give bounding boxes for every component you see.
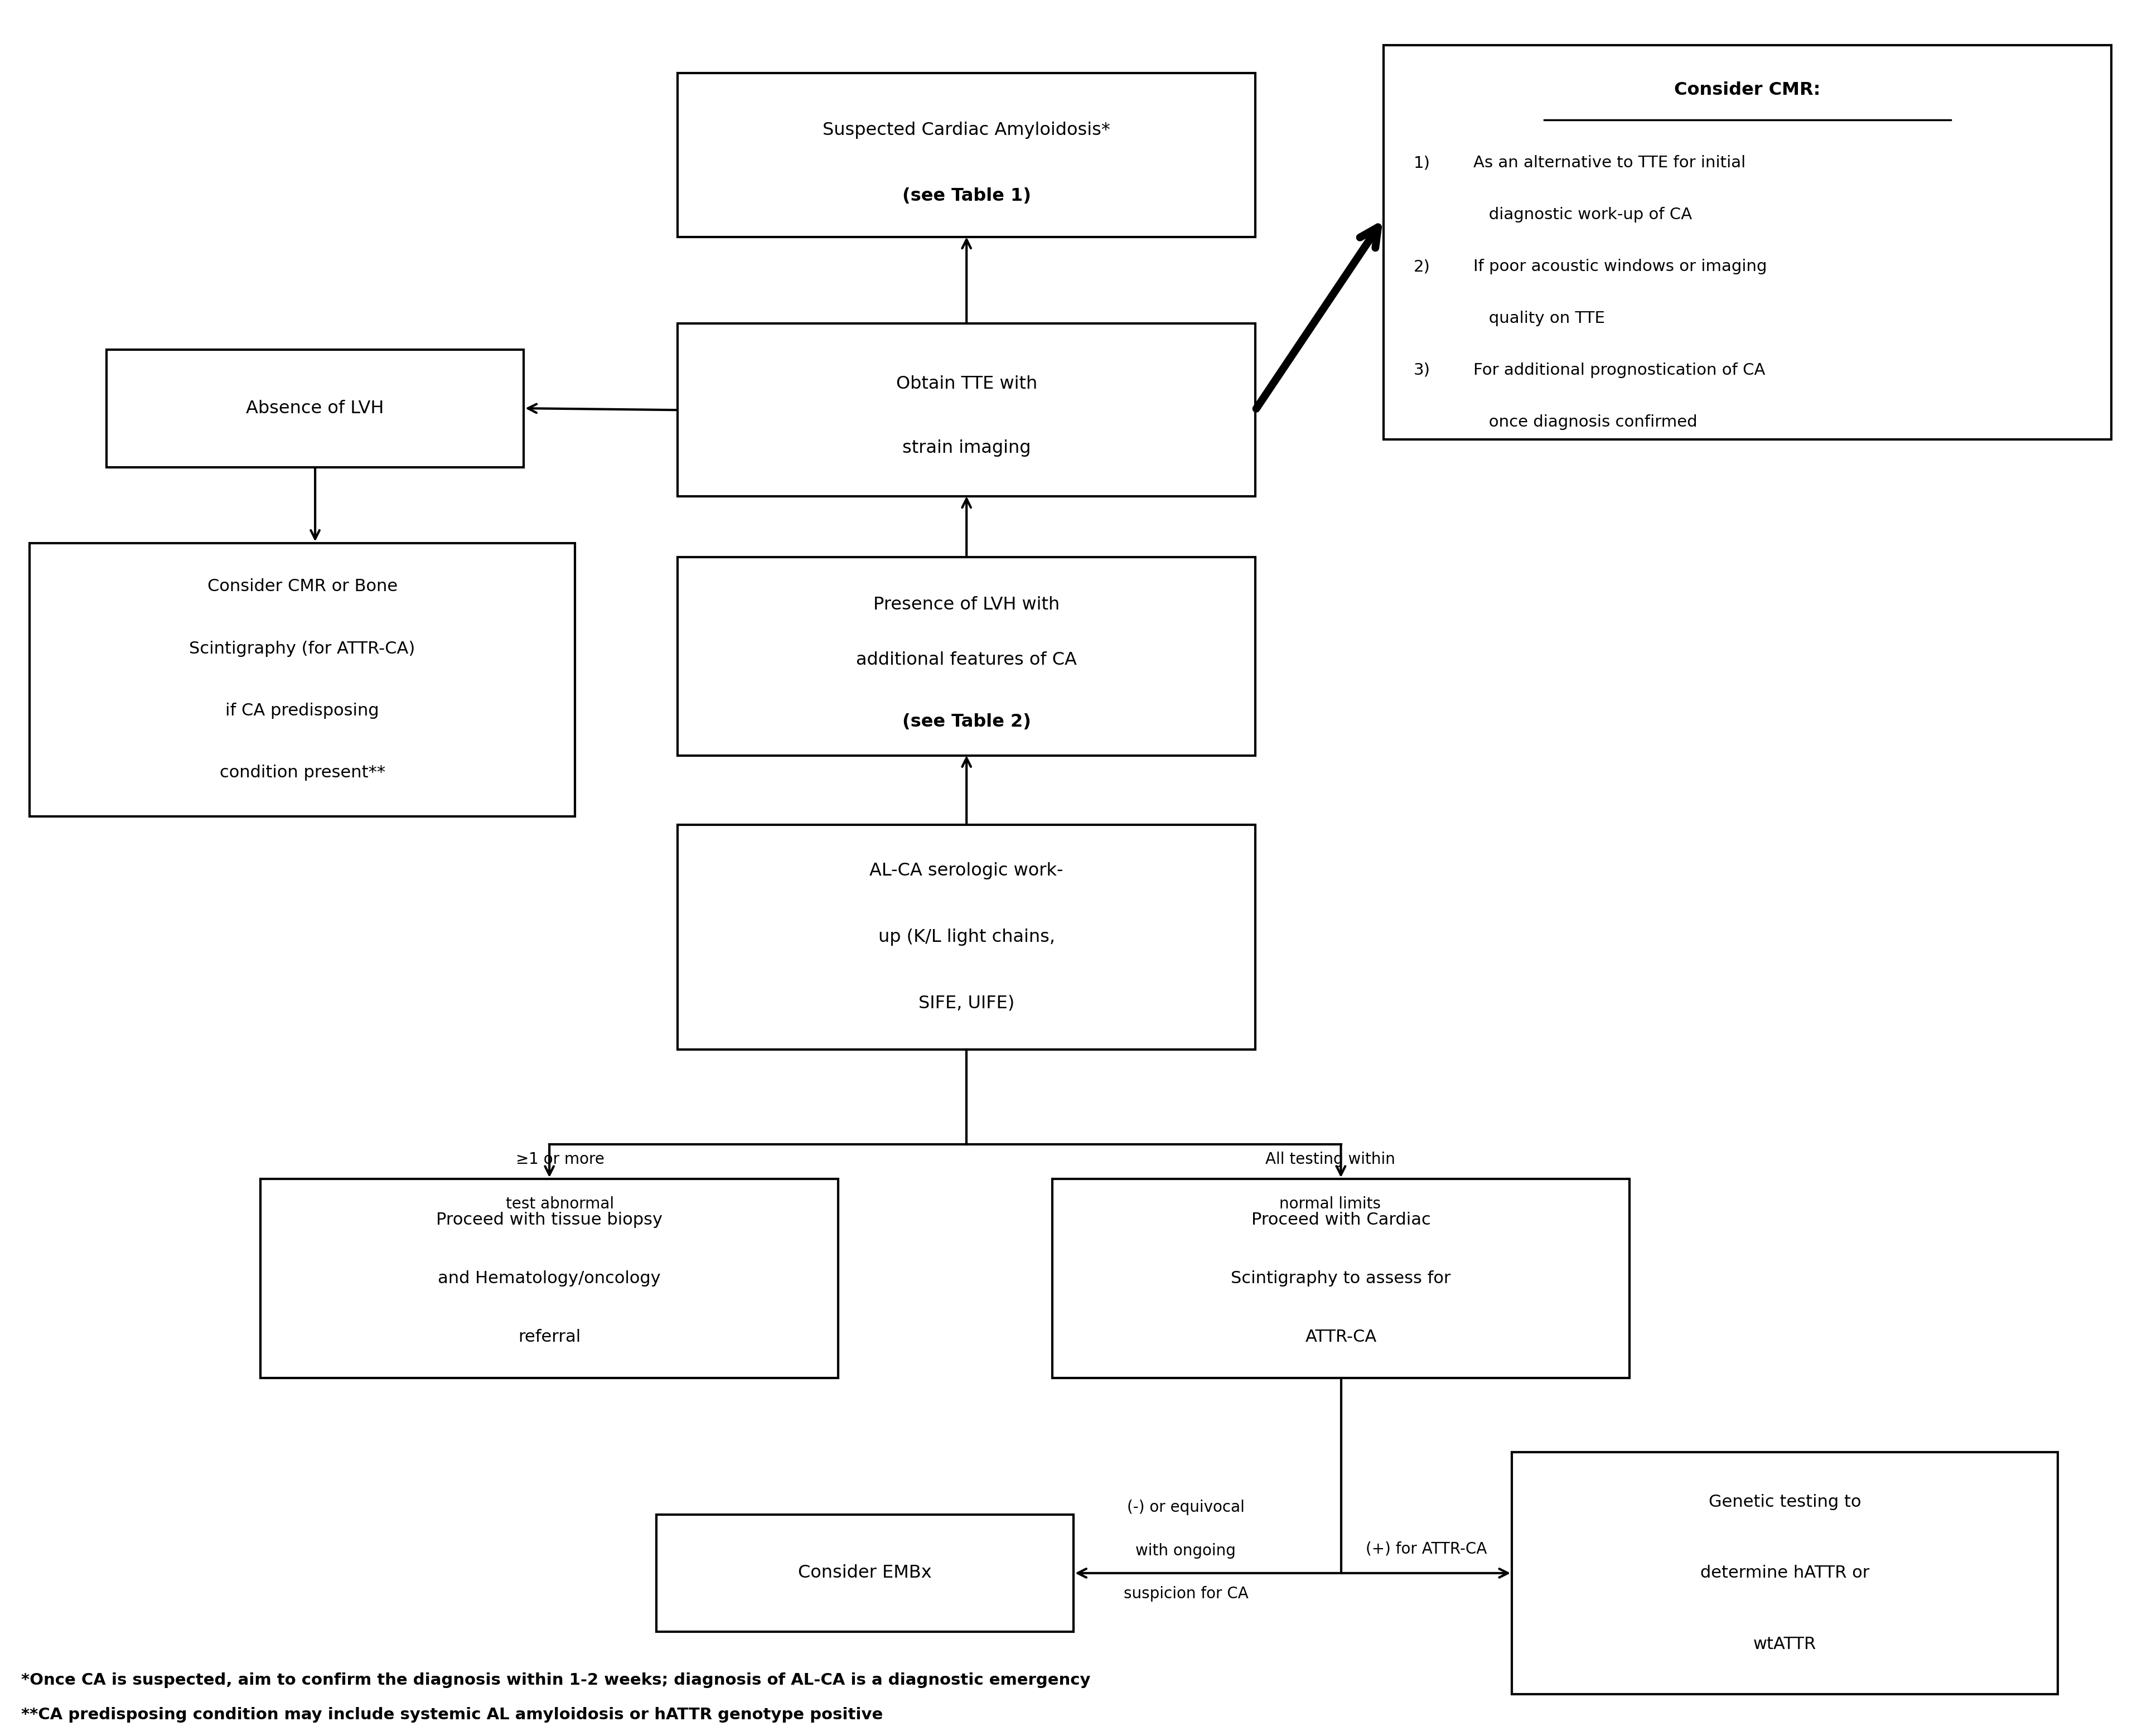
Text: 3): 3) (1413, 363, 1430, 378)
FancyBboxPatch shape (30, 543, 575, 816)
Text: Obtain TTE with: Obtain TTE with (895, 375, 1037, 392)
FancyBboxPatch shape (657, 1514, 1074, 1632)
Text: diagnostic work-up of CA: diagnostic work-up of CA (1473, 207, 1692, 222)
Text: Suspected Cardiac Amyloidosis*: Suspected Cardiac Amyloidosis* (822, 122, 1110, 139)
Text: ≥1 or more: ≥1 or more (515, 1151, 603, 1167)
FancyBboxPatch shape (678, 557, 1256, 755)
Text: SIFE, UIFE): SIFE, UIFE) (919, 995, 1016, 1012)
Text: determine hATTR or: determine hATTR or (1700, 1566, 1870, 1581)
Text: Scintigraphy (for ATTR-CA): Scintigraphy (for ATTR-CA) (189, 641, 414, 656)
Text: *Once CA is suspected, aim to confirm the diagnosis within 1-2 weeks; diagnosis : *Once CA is suspected, aim to confirm th… (21, 1672, 1091, 1687)
FancyBboxPatch shape (1383, 45, 2111, 439)
Text: and Hematology/oncology: and Hematology/oncology (438, 1271, 661, 1286)
Text: Proceed with Cardiac: Proceed with Cardiac (1252, 1212, 1430, 1227)
Text: (see Table 2): (see Table 2) (902, 713, 1031, 731)
Text: condition present**: condition present** (219, 764, 384, 781)
Text: (see Table 1): (see Table 1) (902, 187, 1031, 205)
Text: 2): 2) (1413, 259, 1430, 274)
Text: For additional prognostication of CA: For additional prognostication of CA (1473, 363, 1765, 378)
FancyBboxPatch shape (260, 1179, 837, 1378)
Text: ATTR-CA: ATTR-CA (1305, 1328, 1376, 1345)
Text: Consider CMR or Bone: Consider CMR or Bone (206, 578, 397, 595)
FancyBboxPatch shape (1052, 1179, 1630, 1378)
Text: test abnormal: test abnormal (507, 1196, 614, 1212)
Text: once diagnosis confirmed: once diagnosis confirmed (1473, 415, 1698, 431)
Text: if CA predisposing: if CA predisposing (225, 703, 380, 719)
Text: strain imaging: strain imaging (902, 439, 1031, 457)
Text: Genetic testing to: Genetic testing to (1709, 1495, 1861, 1510)
Text: referral: referral (517, 1328, 580, 1345)
FancyBboxPatch shape (678, 825, 1256, 1050)
FancyBboxPatch shape (678, 73, 1256, 238)
Text: 1): 1) (1413, 155, 1430, 170)
FancyBboxPatch shape (1511, 1451, 2057, 1694)
Text: AL-CA serologic work-: AL-CA serologic work- (870, 863, 1063, 880)
Text: suspicion for CA: suspicion for CA (1123, 1587, 1247, 1602)
Text: If poor acoustic windows or imaging: If poor acoustic windows or imaging (1473, 259, 1767, 274)
FancyBboxPatch shape (678, 323, 1256, 496)
Text: Consider EMBx: Consider EMBx (799, 1564, 932, 1581)
Text: (+) for ATTR-CA: (+) for ATTR-CA (1365, 1542, 1488, 1557)
Text: normal limits: normal limits (1280, 1196, 1381, 1212)
Text: wtATTR: wtATTR (1754, 1637, 1816, 1653)
Text: **CA predisposing condition may include systemic AL amyloidosis or hATTR genotyp: **CA predisposing condition may include … (21, 1706, 882, 1722)
Text: Presence of LVH with: Presence of LVH with (874, 595, 1061, 613)
Text: additional features of CA: additional features of CA (857, 651, 1078, 668)
Text: with ongoing: with ongoing (1136, 1543, 1237, 1559)
Text: Absence of LVH: Absence of LVH (247, 399, 384, 417)
Text: Consider CMR:: Consider CMR: (1675, 82, 1821, 99)
Text: Scintigraphy to assess for: Scintigraphy to assess for (1230, 1271, 1451, 1286)
Text: quality on TTE: quality on TTE (1473, 311, 1606, 326)
Text: up (K/L light chains,: up (K/L light chains, (878, 929, 1054, 946)
Text: As an alternative to TTE for initial: As an alternative to TTE for initial (1473, 155, 1746, 170)
Text: Proceed with tissue biopsy: Proceed with tissue biopsy (436, 1212, 663, 1227)
Text: All testing within: All testing within (1265, 1151, 1396, 1167)
Text: (-) or equivocal: (-) or equivocal (1127, 1500, 1245, 1516)
FancyBboxPatch shape (107, 349, 524, 467)
